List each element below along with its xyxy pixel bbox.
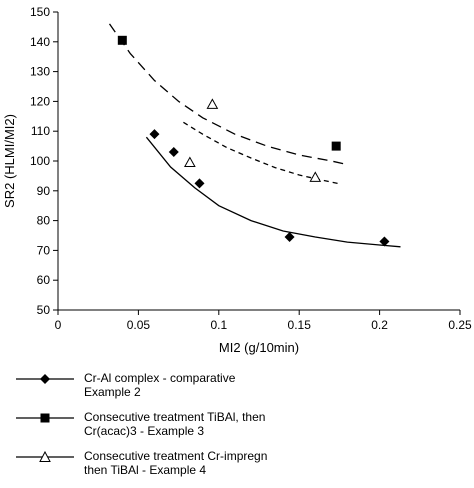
legend-label-example-4: Consecutive treatment Cr-impregn then Ti… <box>84 449 414 477</box>
y-tick-label: 120 <box>30 94 50 108</box>
legend-label-line: Cr-Al complex - comparative <box>84 371 236 385</box>
x-tick-label: 0.05 <box>127 318 151 332</box>
y-tick-label: 100 <box>30 154 50 168</box>
legend-label-example-2: Cr-Al complex - comparative Example 2 <box>84 371 414 399</box>
trend-line-series-2 <box>108 23 348 166</box>
y-tick-label: 130 <box>30 65 50 79</box>
legend-item-example-3: Consecutive treatment TiBAl, then Cr(aca… <box>14 410 454 448</box>
x-tick-label: 0 <box>55 318 62 332</box>
y-tick-label: 90 <box>37 184 51 198</box>
data-point-triangle <box>309 171 322 182</box>
legend-label-line: Consecutive treatment Cr-impregn <box>84 449 268 463</box>
y-tick-label: 80 <box>37 214 51 228</box>
data-point-diamond <box>168 147 179 158</box>
x-axis-label: MI2 (g/10min) <box>219 340 299 355</box>
legend-item-example-4: Consecutive treatment Cr-impregn then Ti… <box>14 449 454 487</box>
legend-label-line: Cr(acac)3 - Example 3 <box>84 424 205 438</box>
x-tick-label: 0.2 <box>371 318 388 332</box>
x-tick-label: 0.25 <box>448 318 472 332</box>
y-tick-label: 110 <box>31 124 50 138</box>
y-tick-label: 60 <box>37 273 51 287</box>
legend-swatch-example-3 <box>16 413 74 423</box>
x-axis-ticks: 0 0.05 0.1 0.15 0.2 0.25 <box>55 310 472 332</box>
y-axis-ticks: 50 60 70 80 90 100 110 120 130 140 150 <box>30 5 58 317</box>
legend-swatch-example-2 <box>16 374 74 384</box>
data-point-diamond <box>379 236 390 247</box>
x-tick-label: 0.15 <box>288 318 312 332</box>
legend-item-example-2: Cr-Al complex - comparative Example 2 <box>14 371 454 409</box>
y-tick-label: 50 <box>37 303 51 317</box>
trend-line-series-1 <box>145 136 401 248</box>
data-point-square <box>331 141 341 151</box>
x-tick-label: 0.1 <box>210 318 227 332</box>
y-tick-label: 140 <box>30 35 50 49</box>
scatter-chart: 50 60 70 80 90 100 110 120 130 140 150 0 0.05 0.1 0.1… <box>2 5 472 355</box>
data-point-triangle <box>206 98 219 109</box>
legend-swatch-example-4 <box>16 450 74 462</box>
data-points <box>117 35 390 247</box>
data-point-diamond <box>194 178 205 189</box>
legend-label-line: then TiBAl - Example 4 <box>84 463 207 477</box>
y-tick-label: 70 <box>37 243 51 257</box>
y-tick-label: 150 <box>30 5 50 19</box>
legend-label-line: Example 2 <box>84 385 141 399</box>
data-point-diamond <box>284 231 295 242</box>
data-point-triangle <box>184 156 196 167</box>
y-axis-label: SR2 (HLMI/MI2) <box>2 114 17 208</box>
legend-label-example-3: Consecutive treatment TiBAl, then Cr(aca… <box>84 410 414 438</box>
data-point-diamond <box>149 129 160 140</box>
legend: Cr-Al complex - comparative Example 2 Co… <box>14 371 454 488</box>
legend-label-line: Consecutive treatment TiBAl, then <box>84 410 266 424</box>
data-point-square <box>117 35 127 45</box>
